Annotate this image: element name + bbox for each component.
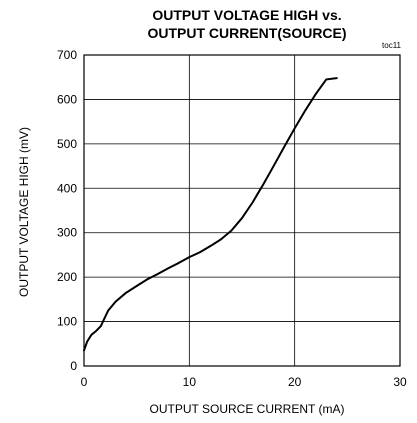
y-tick-label: 500 xyxy=(57,137,77,151)
grid-lines xyxy=(84,55,400,366)
x-tick-labels: 0 10 20 30 xyxy=(81,375,407,389)
y-tick-label: 300 xyxy=(57,226,77,240)
chart-title-line2: OUTPUT CURRENT(SOURCE) xyxy=(147,25,346,41)
x-axis-label: OUTPUT SOURCE CURRENT (mA) xyxy=(150,402,345,416)
series-line xyxy=(83,77,338,352)
x-tick-label: 30 xyxy=(393,375,407,389)
y-tick-label: 400 xyxy=(57,181,77,195)
x-tick-label: 10 xyxy=(183,375,197,389)
chart-title-line1: OUTPUT VOLTAGE HIGH vs. xyxy=(152,7,341,23)
y-tick-label: 600 xyxy=(57,92,77,106)
y-tick-label: 700 xyxy=(57,48,77,62)
x-tick-label: 20 xyxy=(288,375,302,389)
y-tick-label: 200 xyxy=(57,270,77,284)
figure-tag: toc11 xyxy=(382,41,402,50)
x-tick-label: 0 xyxy=(81,375,88,389)
plot-frame xyxy=(83,54,401,367)
y-axis-label: OUTPUT VOLTAGE HIGH (mV) xyxy=(17,127,31,297)
y-tick-label: 0 xyxy=(70,359,77,373)
y-tick-label: 100 xyxy=(57,315,77,329)
y-tick-labels: 0 100 200 300 400 500 600 700 xyxy=(57,48,77,373)
